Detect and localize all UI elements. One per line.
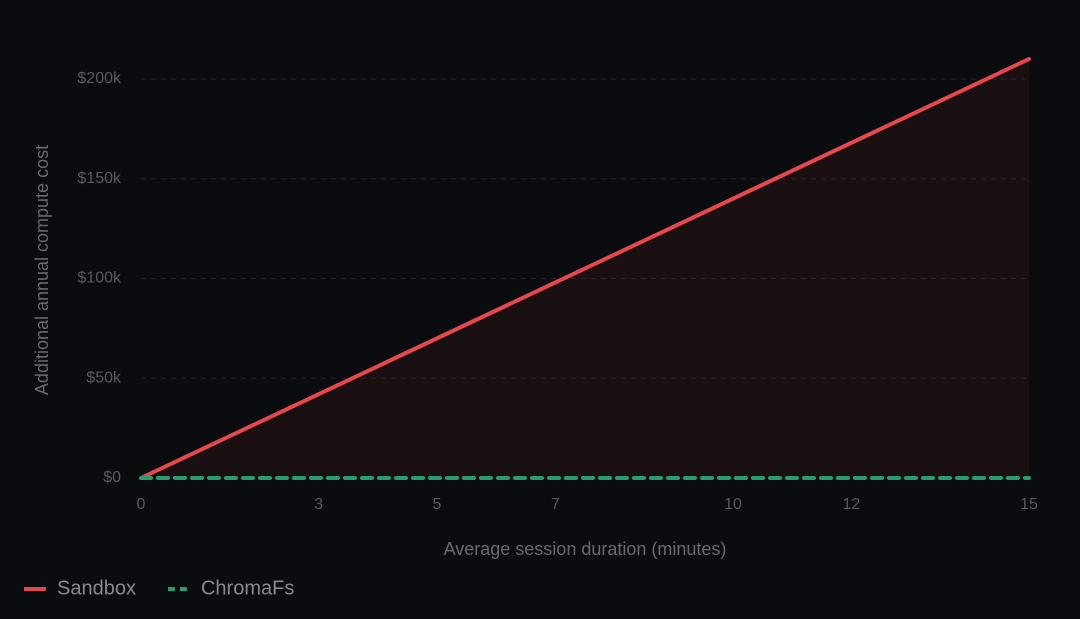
x-tick-label: 15 [1020,496,1038,513]
x-tick-label: 0 [137,496,146,513]
x-tick-label: 3 [314,496,323,513]
x-tick-label: 7 [551,496,560,513]
y-tick-label: $0 [103,469,121,486]
y-tick-label: $50k [86,369,122,386]
y-axis-label: Additional annual compute cost [32,145,52,395]
series-line [139,57,1031,480]
legend-text: Sandbox [57,577,136,599]
y-tick-label: $200k [77,70,122,87]
x-tick-label: 10 [724,496,742,513]
legend-text: ChromaFs [201,577,294,599]
y-tick-label: $100k [77,270,122,287]
y-tick-label: $150k [77,170,122,187]
x-tick-label: 12 [843,496,861,513]
x-axis-label: Average session duration (minutes) [444,539,727,559]
x-tick-label: 5 [433,496,442,513]
